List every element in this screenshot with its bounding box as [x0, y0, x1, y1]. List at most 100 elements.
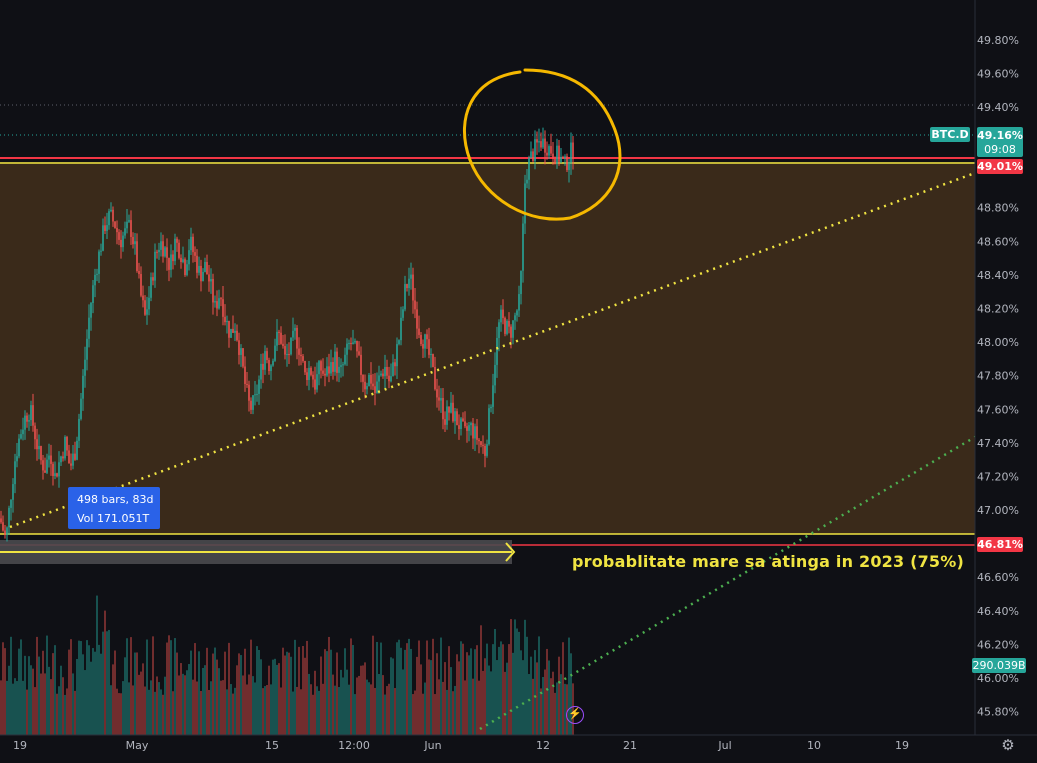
volume-bar — [408, 638, 410, 735]
candle-body — [174, 238, 176, 262]
candle-body — [118, 232, 120, 240]
candle-body — [242, 348, 244, 367]
volume-bar — [356, 677, 358, 735]
candle-body — [76, 440, 78, 460]
candle-body — [544, 138, 546, 153]
candle-body — [44, 470, 46, 473]
candle-body — [278, 331, 280, 333]
volume-bar — [298, 646, 300, 735]
price-tick-label: 46.40% — [977, 605, 1019, 618]
candle-body — [434, 366, 436, 390]
volume-bar — [504, 671, 506, 735]
candle-body — [92, 285, 94, 304]
candle-body — [64, 437, 66, 459]
volume-bar — [550, 678, 552, 735]
candle-body — [204, 261, 206, 272]
candle-body — [32, 405, 34, 426]
volume-bar — [270, 684, 272, 735]
candle-body — [294, 327, 296, 331]
volume-bar — [334, 685, 336, 735]
volume-bar — [392, 658, 394, 735]
candle-body — [124, 228, 126, 236]
volume-bar — [210, 681, 212, 735]
volume-bar — [22, 680, 24, 735]
volume-bar — [532, 678, 534, 735]
volume-bar — [350, 638, 352, 735]
candle-body — [346, 343, 348, 355]
volume-bar — [426, 640, 428, 735]
price-tick-label: 47.60% — [977, 403, 1019, 416]
candle-body — [400, 317, 402, 341]
volume-bar — [560, 674, 562, 735]
candle-body — [414, 300, 416, 310]
volume-bar — [10, 636, 12, 735]
lightning-icon[interactable]: ⚡ — [566, 706, 584, 724]
candle-body — [156, 251, 158, 253]
volume-bar — [562, 642, 564, 735]
volume-bar — [420, 664, 422, 735]
time-tick-label: May — [126, 739, 149, 752]
last-price-value: 49.16% — [977, 129, 1023, 142]
candle-body — [572, 142, 574, 159]
candle-body — [74, 453, 76, 460]
candle-body — [26, 415, 28, 422]
volume-bar — [412, 694, 414, 735]
candle-body — [172, 254, 174, 262]
volume-bar — [552, 671, 554, 735]
volume-bar — [208, 689, 210, 735]
volume-bar — [220, 680, 222, 735]
candle-body — [196, 255, 198, 273]
volume-bar — [402, 669, 404, 735]
candle-body — [534, 139, 536, 161]
volume-bar — [116, 688, 118, 735]
volume-bar — [304, 657, 306, 735]
candle-body — [554, 158, 556, 164]
candle-body — [496, 337, 498, 365]
candle-body — [180, 257, 182, 263]
candle-body — [442, 398, 444, 420]
candle-body — [122, 235, 124, 248]
candle-body — [148, 297, 150, 310]
volume-bar — [198, 651, 200, 735]
time-axis[interactable]: 19 May 15 12:00 Jun 12 21 Jul 10 19 — [13, 739, 909, 752]
candle-body — [338, 366, 340, 373]
candle-body — [284, 346, 286, 355]
candle-body — [518, 294, 520, 311]
volume-bar — [524, 619, 526, 735]
volume-bar — [0, 680, 2, 735]
volume-bar — [218, 668, 220, 735]
candle-body — [98, 251, 100, 274]
volume-bar — [456, 654, 458, 735]
candle-body — [96, 273, 98, 275]
candle-body — [208, 274, 210, 282]
candle-body — [350, 343, 352, 345]
candle-body — [444, 419, 446, 425]
candle-body — [372, 383, 374, 387]
candle-body — [130, 220, 132, 237]
candle-body — [396, 344, 398, 367]
volume-bar — [182, 673, 184, 735]
candle-body — [272, 360, 274, 366]
candle-body — [420, 334, 422, 345]
volume-bar — [194, 643, 196, 735]
candle-body — [484, 445, 486, 456]
volume-bar — [480, 625, 482, 735]
volume-bar — [180, 663, 182, 735]
volume-bar — [388, 683, 390, 735]
candle-body — [112, 209, 114, 222]
candle-body — [80, 398, 82, 419]
candle-body — [542, 138, 544, 148]
candle-body — [344, 354, 346, 365]
gear-icon[interactable]: ⚙ — [1001, 737, 1015, 754]
volume-bar — [224, 651, 226, 735]
candle-body — [14, 461, 16, 485]
candle-body — [436, 389, 438, 398]
candle-body — [232, 328, 234, 333]
candle-body — [360, 354, 362, 375]
candle-body — [162, 241, 164, 257]
candle-body — [500, 309, 502, 323]
candle-body — [318, 361, 320, 375]
volume-bar — [48, 666, 50, 735]
candle-body — [88, 317, 90, 339]
